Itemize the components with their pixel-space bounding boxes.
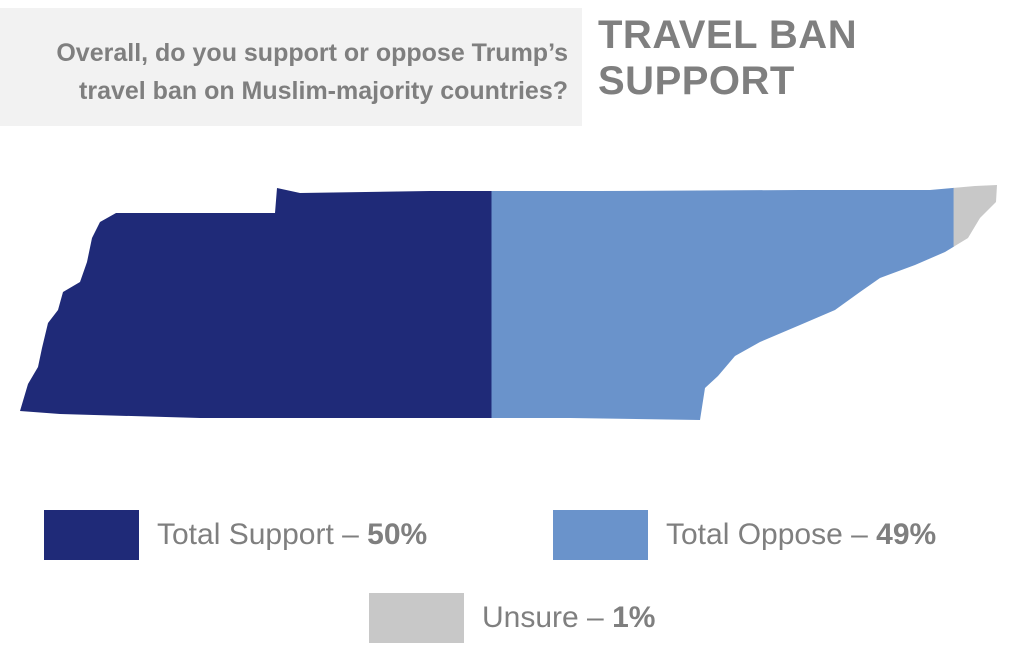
legend-value-unsure: 1%	[612, 601, 656, 634]
legend-text-oppose: Total Oppose –	[666, 518, 877, 551]
legend-label-unsure: Unsure – 1%	[482, 601, 655, 635]
legend-item-support: Total Support – 50%	[44, 510, 427, 560]
question-box: Overall, do you support or oppose Trump’…	[0, 8, 582, 126]
legend-swatch-unsure	[369, 593, 464, 643]
question-line-2: travel ban on Muslim-majority countries?	[79, 77, 568, 105]
map-segment-unsure	[953, 185, 997, 420]
legend-swatch-oppose	[553, 510, 648, 560]
legend-value-support: 50%	[367, 518, 428, 551]
chart-title: TRAVEL BAN SUPPORT	[598, 12, 857, 104]
legend-swatch-support	[44, 510, 139, 560]
title-line-1: TRAVEL BAN	[598, 13, 858, 57]
survey-question: Overall, do you support or oppose Trump’…	[8, 34, 568, 110]
legend-item-unsure: Unsure – 1%	[369, 593, 655, 643]
legend-item-oppose: Total Oppose – 49%	[553, 510, 936, 560]
legend-text-support: Total Support –	[157, 518, 368, 551]
legend-value-oppose: 49%	[876, 518, 937, 551]
legend-label-oppose: Total Oppose – 49%	[666, 518, 936, 552]
map-segment-total-support	[20, 185, 492, 420]
title-line-2: SUPPORT	[598, 59, 795, 103]
legend-label-support: Total Support – 50%	[157, 518, 427, 552]
legend-text-unsure: Unsure –	[482, 601, 613, 634]
question-line-1: Overall, do you support or oppose Trump’…	[56, 39, 568, 67]
map-segment-total-oppose	[491, 185, 955, 420]
